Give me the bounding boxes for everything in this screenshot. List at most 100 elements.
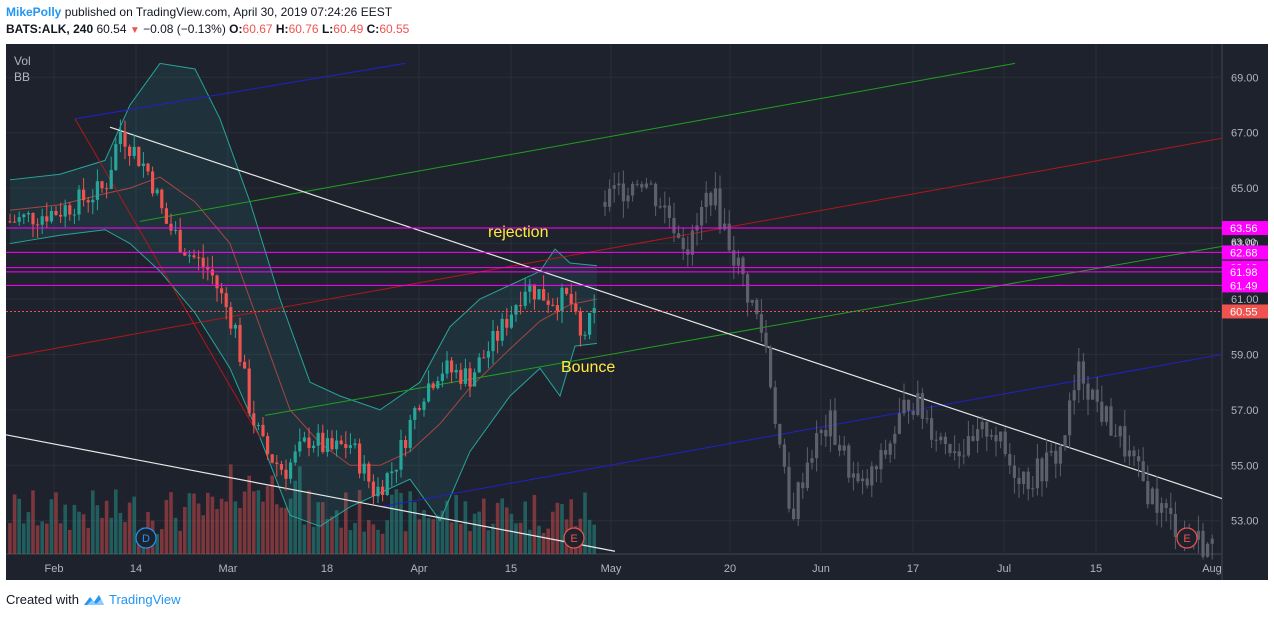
volume-bar <box>390 494 394 554</box>
projected-body <box>658 206 662 208</box>
projected-body <box>1054 450 1058 464</box>
volume-bar <box>72 504 77 554</box>
projected-body <box>667 205 671 218</box>
candle-body <box>293 451 297 463</box>
volume-bar <box>569 499 573 554</box>
last-price: 60.54 <box>96 22 127 36</box>
projected-body <box>1137 456 1141 462</box>
volume-bar <box>31 490 35 554</box>
projected-body <box>948 443 952 454</box>
volume-bar <box>518 522 523 554</box>
volume-bar <box>344 492 348 554</box>
volume-bar <box>265 486 270 554</box>
projected-body <box>994 435 998 442</box>
bb-lower-line <box>9 229 598 527</box>
candle-body <box>514 305 518 315</box>
projected-body <box>608 188 612 207</box>
volume-bar <box>201 515 205 554</box>
footer: Created with TradingView <box>6 592 181 607</box>
projected-body <box>943 436 947 444</box>
candle-body <box>468 368 472 387</box>
projected-body <box>833 410 837 445</box>
projected-body <box>838 444 842 451</box>
volume-bar <box>477 511 481 554</box>
candle-body <box>578 311 582 336</box>
candle-body <box>532 284 536 300</box>
projected-body <box>815 433 819 459</box>
projected-body <box>654 183 658 207</box>
volume-bar <box>17 498 21 554</box>
projected-body <box>851 473 855 478</box>
candle-body <box>40 216 44 225</box>
candle-body <box>238 324 242 362</box>
candle-body <box>358 443 362 474</box>
candle-body <box>459 369 463 384</box>
time-axis[interactable] <box>6 554 1222 580</box>
bb-legend[interactable]: BB <box>14 70 30 84</box>
low-value: 60.49 <box>333 22 364 36</box>
candle-body <box>546 300 550 305</box>
projected-body <box>755 299 759 315</box>
close-label: C: <box>366 22 380 36</box>
candle-body <box>523 291 527 306</box>
x-tick-label: Jul <box>997 563 1011 575</box>
volume-bar <box>173 517 178 554</box>
volume-bar <box>440 510 445 554</box>
bb-upper-line <box>9 62 598 411</box>
projected-body <box>1100 401 1104 422</box>
y-tick-label: 69.00 <box>1231 72 1259 84</box>
volume-bar <box>311 526 316 554</box>
candle-body <box>353 443 357 446</box>
projected-body <box>1003 431 1007 455</box>
projected-body <box>805 462 809 489</box>
downtrend-white-upper <box>109 126 1223 500</box>
overlay-lines <box>6 227 1222 312</box>
candle-body <box>284 469 288 479</box>
bb-basis-line <box>9 176 598 466</box>
candle-body <box>118 131 122 145</box>
projected-body <box>888 443 892 455</box>
projected-body <box>1017 477 1021 485</box>
event-marker-circle <box>563 527 585 549</box>
tradingview-link[interactable]: TradingView <box>108 592 181 607</box>
projected-body <box>980 421 984 430</box>
candle-body <box>63 205 67 217</box>
candle-body <box>77 189 81 215</box>
price-badge <box>1222 264 1268 279</box>
volume-bar <box>35 525 40 554</box>
volume-bar <box>528 529 532 554</box>
x-tick-label: 15 <box>1090 563 1102 575</box>
price-badge <box>1222 245 1268 260</box>
ohlc-line: BATS:ALK, 240 60.54 ▼ −0.08 (−0.13%) O:6… <box>6 21 409 39</box>
projected-body <box>1104 406 1108 422</box>
projected-body <box>1086 383 1090 400</box>
projected-body <box>1114 435 1118 437</box>
volume-bar <box>362 531 366 554</box>
volume-bar <box>413 502 417 554</box>
candle-body <box>105 188 109 190</box>
author-link[interactable]: MikePolly <box>6 5 62 19</box>
volume-bar <box>463 501 468 554</box>
volume-bar <box>242 491 247 554</box>
x-tick-label: 15 <box>505 563 517 575</box>
projected-body <box>718 188 722 230</box>
vol-legend[interactable]: Vol <box>14 54 31 68</box>
y-tick-label: 67.00 <box>1231 128 1259 140</box>
candles <box>8 119 1214 560</box>
grid-lines <box>6 44 1222 554</box>
volume-bar <box>551 511 555 554</box>
projected-body <box>778 423 782 445</box>
candle-body <box>565 287 569 294</box>
candle-body <box>325 438 329 453</box>
volume-bar <box>81 514 86 554</box>
candle-body <box>404 439 408 448</box>
projected-body <box>907 399 911 411</box>
volume-bar <box>114 489 118 554</box>
projected-body <box>1081 361 1085 384</box>
volume-bar <box>123 522 127 554</box>
volume-bar <box>385 520 389 554</box>
volume-bar <box>233 501 238 554</box>
volume-bar <box>155 533 159 554</box>
projected-body <box>879 450 883 470</box>
